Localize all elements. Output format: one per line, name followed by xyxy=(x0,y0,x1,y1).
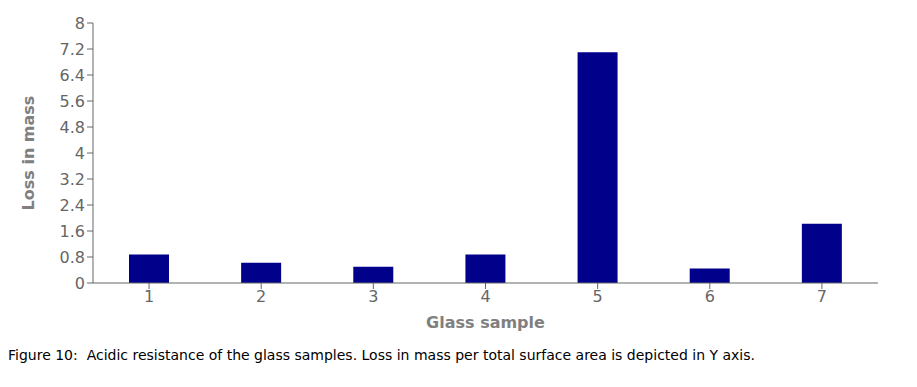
svg-text:Glass sample: Glass sample xyxy=(426,313,545,332)
svg-text:5.6: 5.6 xyxy=(60,92,85,111)
svg-text:3: 3 xyxy=(368,287,378,306)
svg-text:4: 4 xyxy=(75,144,85,163)
html-text:Figure 10: Acidic resistance o: Figure 10: Acidic resistance of the glas… xyxy=(8,347,755,363)
svg-text:4: 4 xyxy=(480,287,490,306)
svg-text:7.2: 7.2 xyxy=(60,40,85,59)
svg-text:1.6: 1.6 xyxy=(60,222,85,241)
svg-text:6: 6 xyxy=(705,287,715,306)
svg-text:2: 2 xyxy=(256,287,266,306)
svg-text:0.8: 0.8 xyxy=(60,248,85,267)
svg-text:0: 0 xyxy=(75,274,85,293)
svg-text:6.4: 6.4 xyxy=(60,66,85,85)
svg-text:5: 5 xyxy=(593,287,603,306)
svg-text:8: 8 xyxy=(75,14,85,33)
svg-text:1: 1 xyxy=(144,287,154,306)
svg-text:4.8: 4.8 xyxy=(60,118,85,137)
svg-text:7: 7 xyxy=(817,287,827,306)
svg-text:3.2: 3.2 xyxy=(60,170,85,189)
svg-text:Loss in mass: Loss in mass xyxy=(19,96,38,211)
svg-text:2.4: 2.4 xyxy=(60,196,85,215)
